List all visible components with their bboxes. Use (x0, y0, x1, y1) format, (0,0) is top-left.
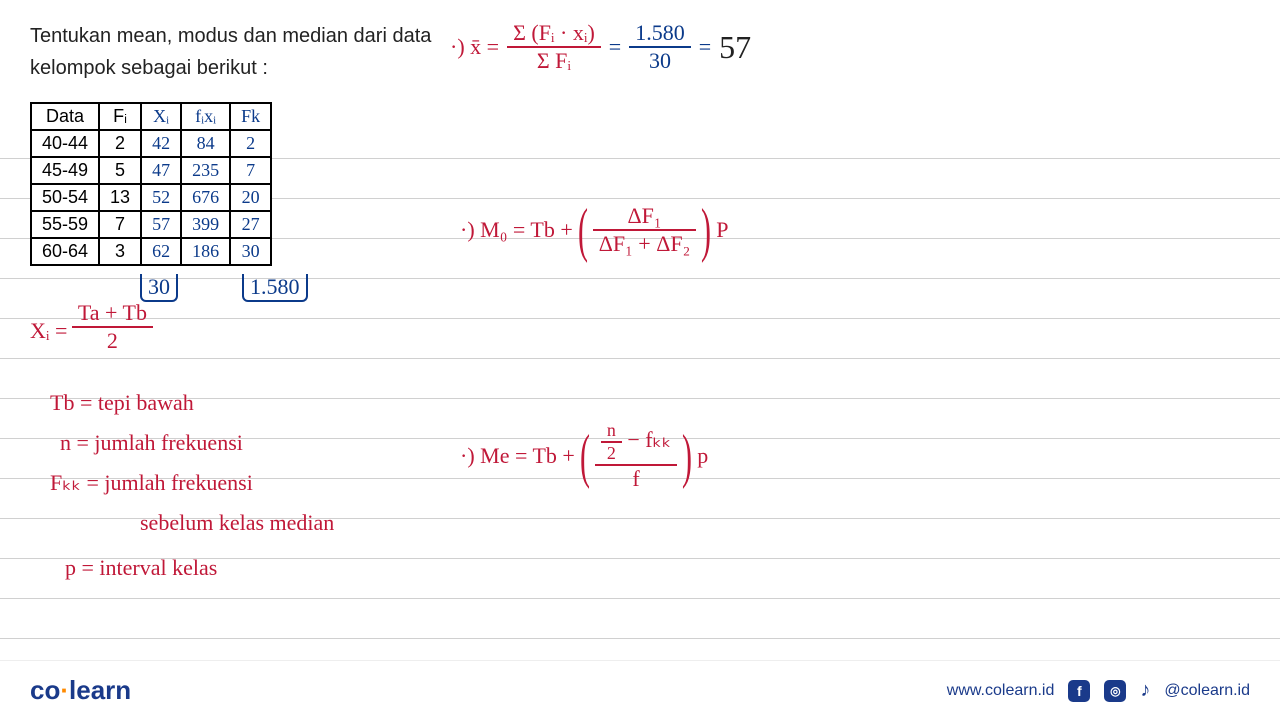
table-cell: 20 (230, 184, 271, 211)
instagram-icon: ◎ (1104, 680, 1126, 702)
problem-statement: Tentukan mean, modus dan median dari dat… (30, 20, 450, 84)
modus-den: ΔF₁ + ΔF₂ (593, 231, 697, 257)
median-prefix: ·) Me = Tb + (460, 443, 575, 469)
modus-suffix: P (716, 217, 728, 243)
frequency-table: DataFᵢXᵢfᵢxᵢFk40-4424284245-49547235750-… (30, 102, 272, 266)
table-cell: 186 (181, 238, 230, 265)
mean-den2: 30 (629, 48, 691, 74)
table-cell: 399 (181, 211, 230, 238)
def-fkk2: sebelum kelas median (140, 510, 334, 536)
mean-result: 57 (719, 29, 751, 66)
logo-learn: learn (69, 675, 131, 705)
mean-eq1: = (609, 34, 621, 60)
table-cell: 55-59 (31, 211, 99, 238)
table-cell: 2 (230, 130, 271, 157)
footer-url: www.colearn.id (947, 682, 1055, 700)
table-header: Data (31, 103, 99, 130)
modus-num: ΔF₁ (593, 203, 697, 231)
table-cell: 84 (181, 130, 230, 157)
table-cell: 7 (230, 157, 271, 184)
table-cell: 47 (141, 157, 181, 184)
mean-num1: Σ (Fᵢ · xᵢ) (507, 20, 601, 48)
table-cell: 62 (141, 238, 181, 265)
table-cell: 60-64 (31, 238, 99, 265)
table-row: 55-5975739927 (31, 211, 271, 238)
table-row: 45-495472357 (31, 157, 271, 184)
table-cell: 5 (99, 157, 141, 184)
table-cell: 40-44 (31, 130, 99, 157)
table-row: 40-44242842 (31, 130, 271, 157)
def-tb: Tb = tepi bawah (50, 390, 194, 416)
problem-line2: kelompok sebagai berikut : (30, 52, 450, 84)
logo: co·learn (30, 675, 131, 706)
logo-dot: · (60, 675, 69, 705)
problem-line1: Tentukan mean, modus dan median dari dat… (30, 20, 450, 52)
table-header: fᵢxᵢ (181, 103, 230, 130)
table-cell: 27 (230, 211, 271, 238)
table-cell: 52 (141, 184, 181, 211)
table-row: 50-54135267620 (31, 184, 271, 211)
logo-co: co (30, 675, 60, 705)
table-cell: 45-49 (31, 157, 99, 184)
table-row: 60-6436218630 (31, 238, 271, 265)
table-cell: 235 (181, 157, 230, 184)
xi-num: Ta + Tb (72, 300, 153, 328)
xi-lhs: Xᵢ = (30, 318, 67, 343)
modus-prefix: ·) M₀ = Tb + (460, 217, 573, 243)
facebook-icon: f (1068, 680, 1090, 702)
table-cell: 7 (99, 211, 141, 238)
median-formula: ·) Me = Tb + ( n 2 − fₖₖ f ) p (460, 420, 708, 492)
def-fkk1: Fₖₖ = jumlah frekuensi (50, 470, 253, 496)
mean-formula: ·) x̄ = Σ (Fᵢ · xᵢ) Σ Fᵢ = 1.580 30 = 57 (450, 20, 751, 74)
footer-right: www.colearn.id f ◎ ♪ @colearn.id (947, 679, 1250, 702)
table-cell: 50-54 (31, 184, 99, 211)
table-cell: 13 (99, 184, 141, 211)
sum-fi-box: 30 (140, 274, 178, 302)
median-num: n 2 − fₖₖ (595, 420, 677, 466)
table-cell: 2 (99, 130, 141, 157)
table-cell: 57 (141, 211, 181, 238)
table-header: Xᵢ (141, 103, 181, 130)
table-header: Fk (230, 103, 271, 130)
def-n: n = jumlah frekuensi (60, 430, 243, 456)
mean-eq2: = (699, 34, 711, 60)
median-suffix: p (697, 443, 708, 469)
sum-fixi-box: 1.580 (242, 274, 308, 302)
xi-den: 2 (72, 328, 153, 354)
table-cell: 42 (141, 130, 181, 157)
table-cell: 3 (99, 238, 141, 265)
footer: co·learn www.colearn.id f ◎ ♪ @colearn.i… (0, 660, 1280, 720)
table-cell: 30 (230, 238, 271, 265)
mean-num2: 1.580 (629, 20, 691, 48)
xi-formula: Xᵢ = Ta + Tb 2 (30, 300, 153, 354)
footer-handle: @colearn.id (1164, 682, 1250, 700)
def-p: p = interval kelas (65, 555, 217, 581)
mean-prefix: ·) x̄ = (450, 34, 499, 60)
mean-den1: Σ Fᵢ (507, 48, 601, 74)
modus-formula: ·) M₀ = Tb + ( ΔF₁ ΔF₁ + ΔF₂ ) P (460, 200, 728, 260)
median-den: f (595, 466, 677, 492)
tiktok-icon: ♪ (1140, 679, 1150, 702)
table-cell: 676 (181, 184, 230, 211)
table-header: Fᵢ (99, 103, 141, 130)
